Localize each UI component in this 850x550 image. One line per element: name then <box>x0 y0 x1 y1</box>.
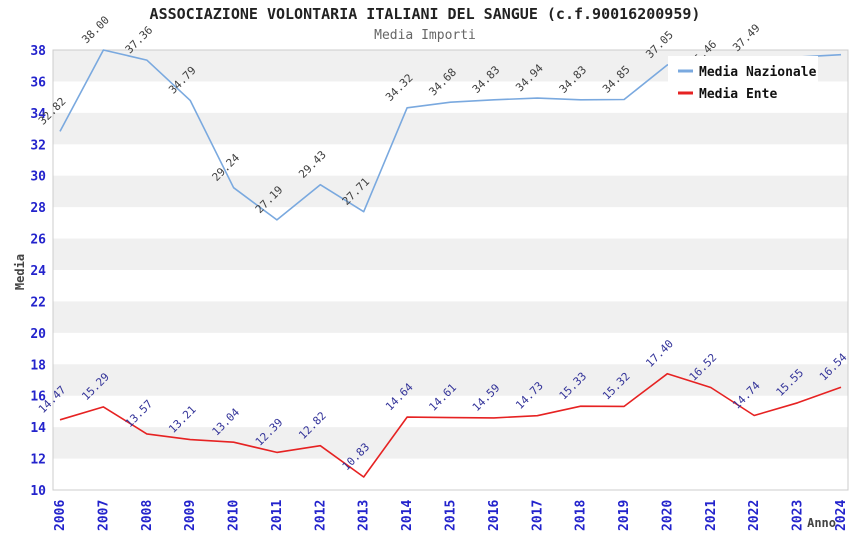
x-tick-label: 2023 <box>791 500 806 531</box>
y-tick-label: 32 <box>30 138 46 153</box>
y-axis-title: Media <box>13 254 27 290</box>
x-tick-label: 2019 <box>617 500 632 531</box>
x-tick-label: 2024 <box>834 500 849 531</box>
x-tick-label: 2008 <box>140 500 155 531</box>
x-tick-label: 2015 <box>444 500 459 531</box>
x-tick-label: 2022 <box>747 500 762 531</box>
legend-label-media-ente: Media Ente <box>699 87 777 102</box>
grid-band <box>53 238 848 270</box>
y-tick-label: 34 <box>30 107 46 122</box>
y-tick-label: 36 <box>30 75 46 90</box>
x-tick-label: 2010 <box>227 500 242 531</box>
x-tick-label: 2021 <box>704 500 719 531</box>
x-tick-label: 2011 <box>270 500 285 531</box>
y-tick-label: 38 <box>30 44 46 59</box>
plot-border <box>52 49 849 491</box>
y-tick-label: 12 <box>30 453 46 468</box>
x-tick-label: 2016 <box>487 500 502 531</box>
x-tick-label: 2009 <box>183 500 198 531</box>
x-tick-label: 2014 <box>400 500 415 531</box>
legend-box <box>668 56 818 104</box>
legend: Media Nazionale Media Ente <box>668 56 818 104</box>
x-axis-title: Anno <box>807 516 836 530</box>
y-tick-label: 30 <box>30 170 46 185</box>
y-tick-label: 16 <box>30 390 46 405</box>
y-tick-label: 18 <box>30 358 46 373</box>
y-tick-label: 26 <box>30 233 46 248</box>
x-tick-label: 2012 <box>313 500 328 531</box>
y-tick-label: 14 <box>30 421 46 436</box>
x-tick-label: 2006 <box>53 500 68 531</box>
chart-subtitle: Media Importi <box>374 28 476 43</box>
grid-band <box>53 427 848 459</box>
point-label: 38.00 <box>79 14 112 47</box>
y-tick-label: 28 <box>30 201 46 216</box>
y-tick-label: 20 <box>30 327 46 342</box>
grid-band <box>53 175 848 208</box>
grid-band <box>53 301 848 333</box>
x-tick-label: 2013 <box>357 500 372 531</box>
x-tick-label: 2017 <box>530 500 545 531</box>
legend-label-media-nazionale: Media Nazionale <box>699 65 817 80</box>
grid-band <box>53 112 848 145</box>
y-tick-label: 24 <box>30 264 46 279</box>
point-label: 37.49 <box>730 22 763 55</box>
chart-title: ASSOCIAZIONE VOLONTARIA ITALIANI DEL SAN… <box>150 5 701 23</box>
series-line-media-ente <box>59 372 842 478</box>
y-tick-label: 10 <box>30 484 46 499</box>
y-tick-label: 22 <box>30 295 46 310</box>
x-tick-label: 2018 <box>574 500 589 531</box>
x-tick-label: 2007 <box>96 500 111 531</box>
x-tick-label: 2020 <box>660 500 675 531</box>
